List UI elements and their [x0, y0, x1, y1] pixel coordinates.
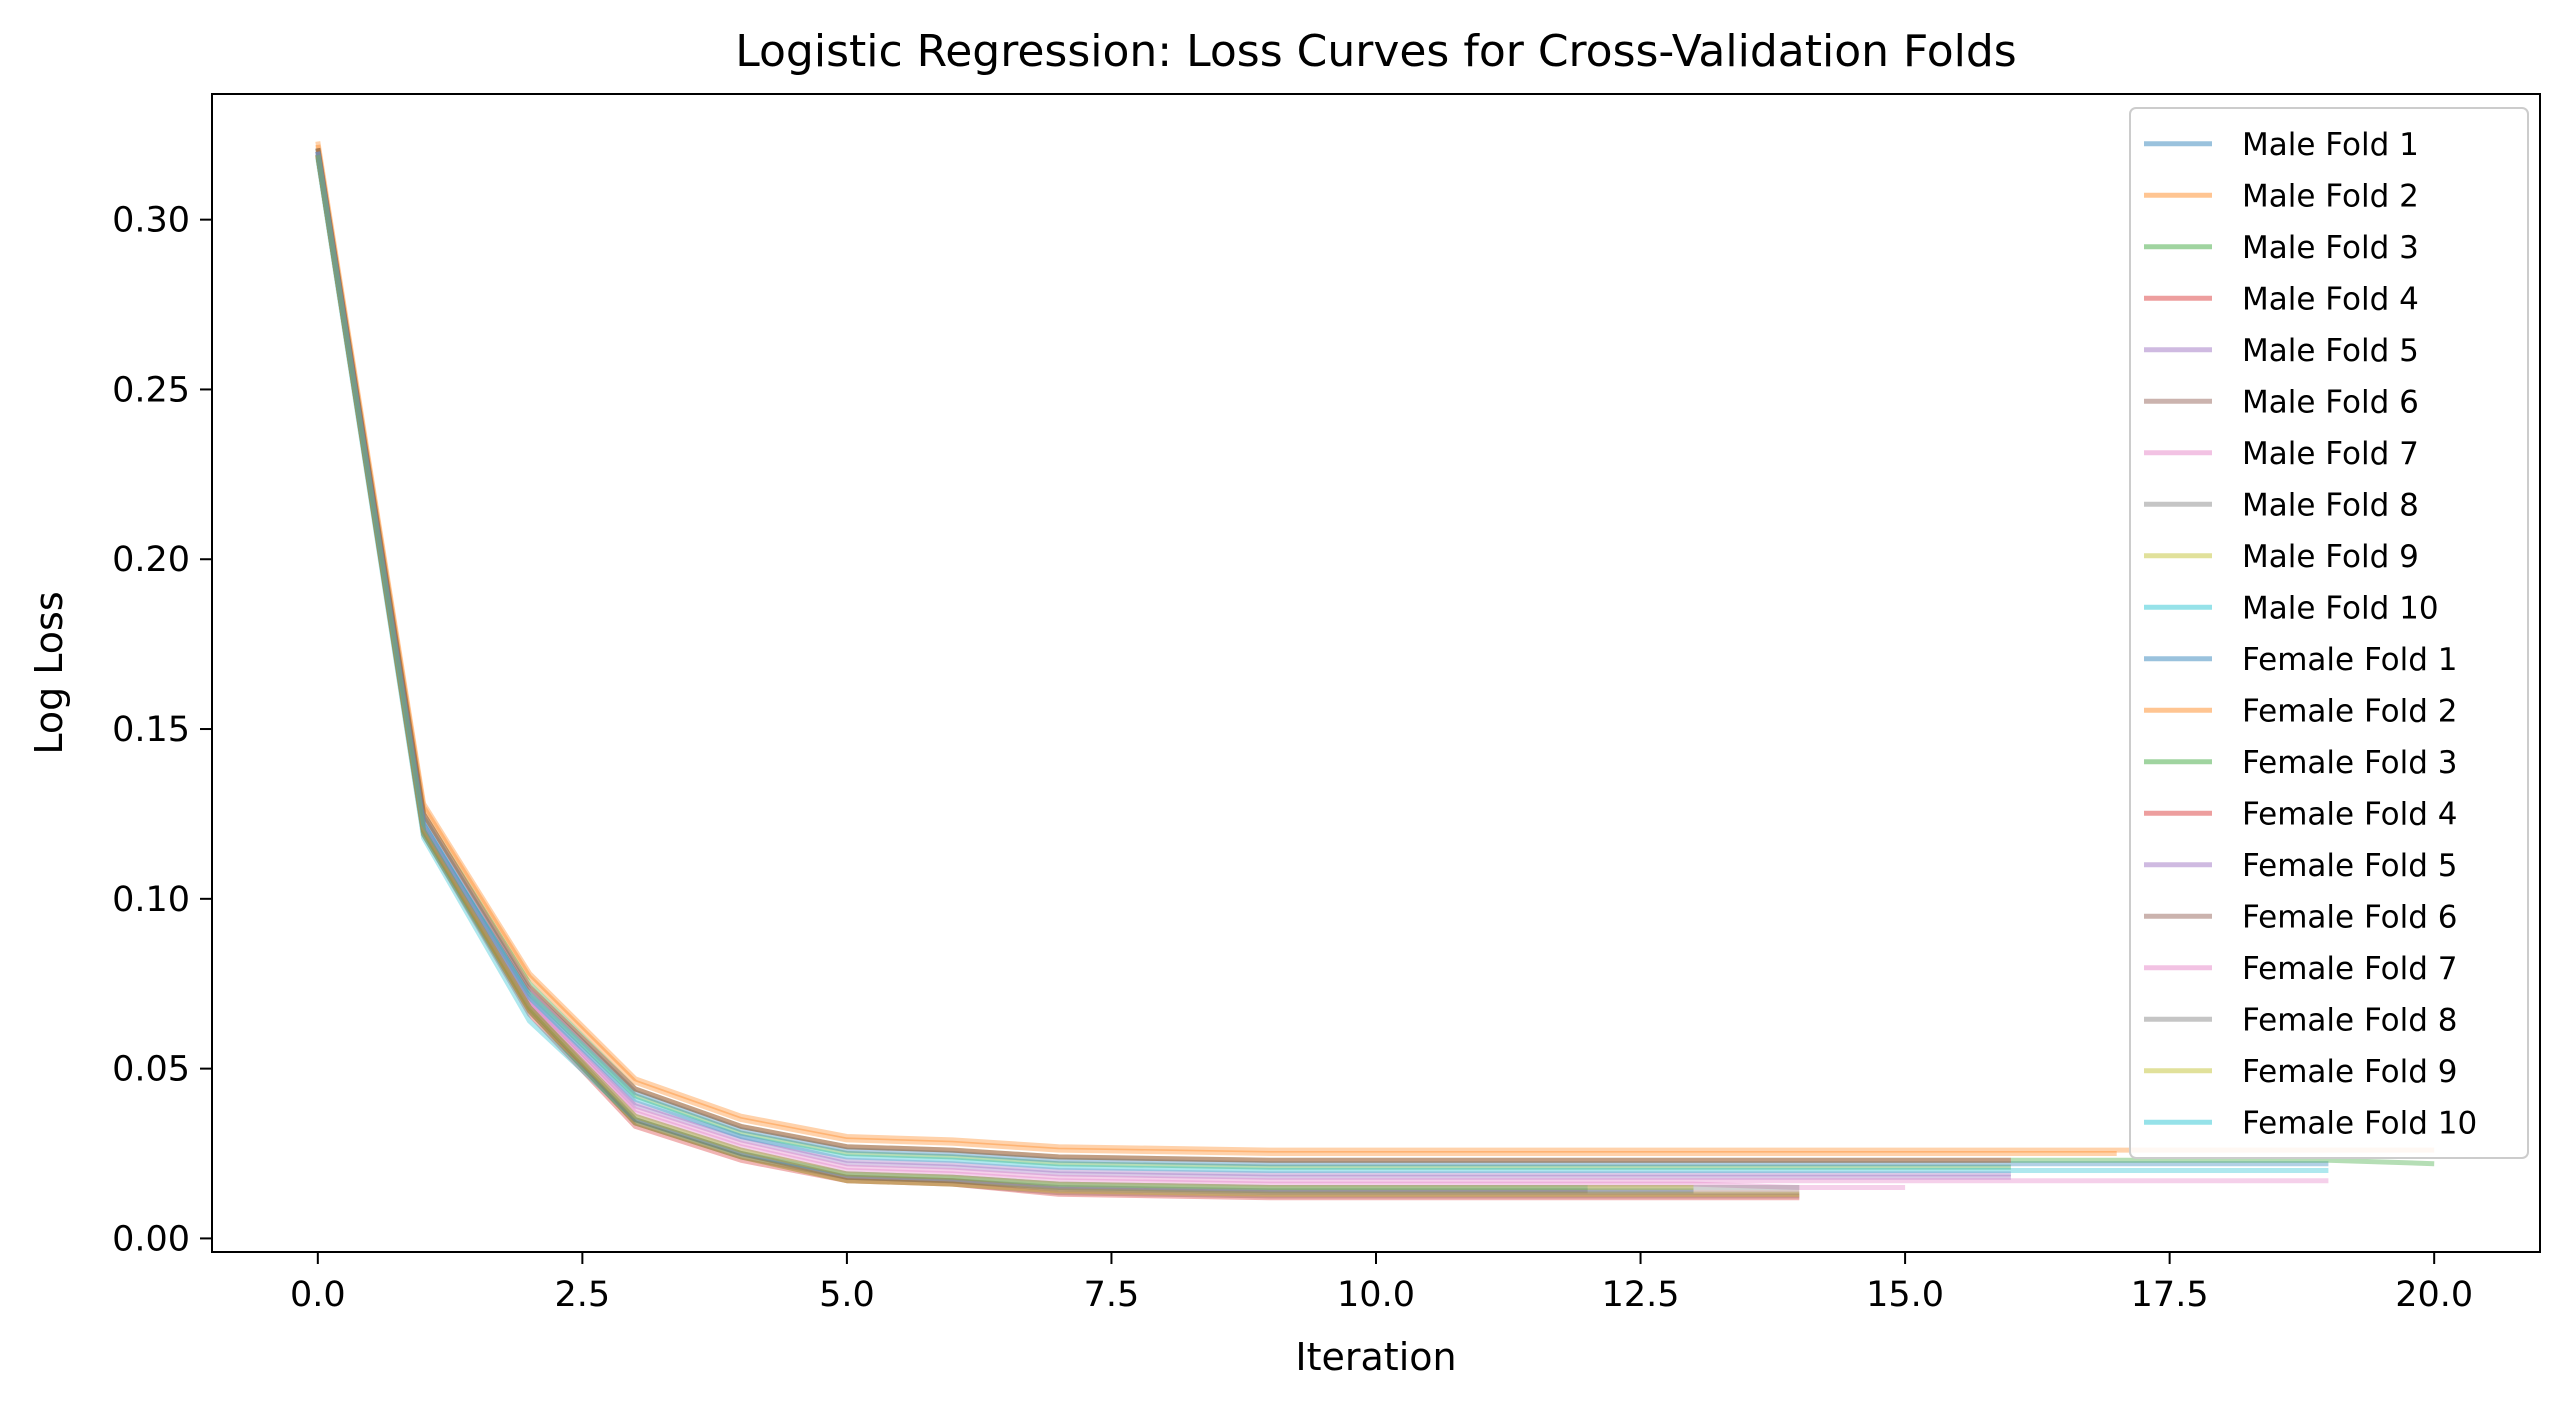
series-line-8 [315, 154, 1588, 1194]
series-line-11 [315, 147, 2329, 1167]
legend-label: Female Fold 9 [2242, 1054, 2458, 1090]
legend-label: Male Fold 4 [2242, 281, 2419, 317]
legend-label: Male Fold 9 [2242, 539, 2419, 575]
y-tick-label: 0.15 [112, 710, 190, 750]
y-tick-label: 0.05 [112, 1050, 190, 1090]
series-line-7 [315, 151, 2329, 1184]
legend-label: Male Fold 10 [2242, 590, 2439, 626]
series-line-1 [315, 154, 1694, 1194]
x-tick-label: 7.5 [1084, 1275, 1140, 1315]
y-tick-label: 0.20 [112, 540, 190, 580]
legend-label: Male Fold 2 [2242, 178, 2419, 214]
series-layer [315, 141, 2435, 1201]
series-line-5 [315, 151, 2011, 1180]
series-line-9 [315, 154, 1800, 1197]
x-tick-label: 12.5 [1602, 1275, 1680, 1315]
y-tick-label: 0.25 [112, 370, 190, 410]
y-axis-label: Log Loss [27, 591, 71, 754]
y-tick-label: 0.00 [112, 1219, 190, 1259]
legend-label: Male Fold 1 [2242, 127, 2419, 163]
x-tick-label: 5.0 [819, 1275, 875, 1315]
chart-title: Logistic Regression: Loss Curves for Cro… [735, 26, 2016, 77]
legend-label: Female Fold 2 [2242, 693, 2458, 729]
legend-label: Female Fold 8 [2242, 1002, 2458, 1038]
series-line-3 [315, 151, 2011, 1170]
legend-label: Male Fold 3 [2242, 230, 2419, 266]
y-tick-label: 0.30 [112, 201, 190, 241]
x-tick-label: 2.5 [555, 1275, 611, 1315]
series-line-13 [315, 147, 2435, 1167]
legend-label: Male Fold 5 [2242, 333, 2419, 369]
series-line-20 [315, 151, 2329, 1173]
series-line-16 [315, 154, 1800, 1196]
legend-label: Female Fold 3 [2242, 745, 2458, 781]
legend-label: Female Fold 5 [2242, 848, 2458, 884]
legend-label: Male Fold 6 [2242, 384, 2419, 420]
series-line-15 [315, 151, 2011, 1177]
x-tick-label: 20.0 [2395, 1275, 2473, 1315]
plot-area [315, 141, 2435, 1201]
series-line-4 [315, 154, 1800, 1201]
legend-label: Female Fold 4 [2242, 796, 2458, 832]
series-line-12 [315, 144, 2117, 1156]
series-line-17 [315, 151, 1906, 1190]
legend-label: Female Fold 7 [2242, 951, 2458, 987]
legend: Male Fold 1 Male Fold 2 Male Fold 3 Male Fo… [2129, 107, 2529, 1159]
legend-label: Male Fold 8 [2242, 487, 2419, 523]
series-line-10 [315, 158, 1588, 1190]
axes-layer: 0.0 2.5 5.0 7.5 10.0 12.5 15.0 17.5 20.0 0.00 0.05… [112, 93, 2541, 1315]
series-line-6 [315, 154, 1800, 1199]
legend-label: Male Fold 7 [2242, 436, 2419, 472]
y-tick-label: 0.10 [112, 880, 190, 920]
x-axis-label: Iteration [1295, 1335, 1456, 1379]
series-line-19 [315, 154, 1694, 1190]
series-line-18 [315, 154, 1800, 1190]
series-line-2 [315, 141, 2435, 1153]
x-tick-label: 0.0 [290, 1275, 346, 1315]
legend-label: Female Fold 10 [2242, 1105, 2477, 1141]
legend-label: Female Fold 6 [2242, 899, 2458, 935]
legend-label: Female Fold 1 [2242, 642, 2458, 678]
x-tick-label: 15.0 [1866, 1275, 1944, 1315]
x-tick-label: 10.0 [1337, 1275, 1415, 1315]
legend-box [2129, 107, 2529, 1159]
series-line-14 [315, 147, 2011, 1163]
x-tick-label: 17.5 [2131, 1275, 2209, 1315]
